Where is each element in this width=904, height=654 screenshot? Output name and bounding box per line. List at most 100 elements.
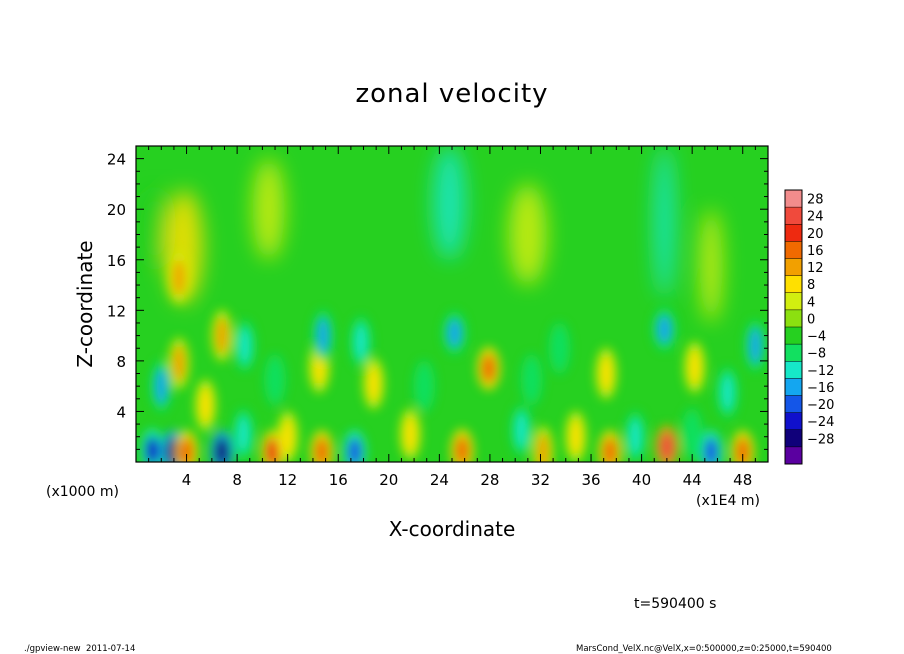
colorbar-swatch xyxy=(785,361,802,379)
anomaly-core-38 xyxy=(269,361,282,398)
colorbar-level-label: 24 xyxy=(807,210,824,225)
anomaly-core-26 xyxy=(281,418,294,455)
anomaly-core-0 xyxy=(145,436,160,462)
field-band-4 xyxy=(252,158,285,260)
colorbar-swatch xyxy=(785,241,802,259)
colorbar-level-label: −20 xyxy=(807,398,834,413)
field-band-2 xyxy=(654,146,675,298)
anomaly-core-7 xyxy=(455,436,470,462)
time-label: t=590400 s xyxy=(634,596,716,612)
y-tick-label: 12 xyxy=(107,302,126,320)
colorbar-level-label: 16 xyxy=(807,244,824,259)
colorbar-level-label: 28 xyxy=(807,193,824,208)
anomaly-core-36 xyxy=(600,355,613,392)
anomaly-core-10 xyxy=(659,432,674,461)
anomaly-core-35 xyxy=(525,361,538,398)
y-tick-label: 24 xyxy=(107,151,126,169)
anomaly-core-11 xyxy=(704,437,719,462)
colorbar-swatch xyxy=(785,207,802,225)
anomaly-core-40 xyxy=(199,387,212,424)
anomaly-core-29 xyxy=(569,418,582,455)
anomaly-core-8 xyxy=(537,433,550,462)
footer-left: ./gpview-new 2011-07-14 xyxy=(24,644,135,654)
y-axis-label: Z-coordinate xyxy=(73,240,97,367)
field-band-6 xyxy=(143,190,167,267)
anomaly-core-27 xyxy=(404,416,417,453)
anomaly-core-13 xyxy=(172,345,185,382)
colorbar-swatch xyxy=(785,258,802,277)
colorbar-swatch xyxy=(785,224,802,242)
x-tick-label: 28 xyxy=(480,471,499,489)
anomaly-core-32 xyxy=(721,374,734,411)
colorbar-level-label: −12 xyxy=(807,364,834,379)
anomaly-core-14 xyxy=(172,259,185,296)
colorbar-swatch xyxy=(785,429,802,448)
anomaly-core-6 xyxy=(347,437,362,462)
x-unit-note: (x1E4 m) xyxy=(696,493,760,509)
y-tick-label: 16 xyxy=(107,252,126,270)
colorbar-swatch xyxy=(785,344,802,362)
anomaly-core-15 xyxy=(215,317,228,354)
colorbar-swatch xyxy=(785,327,802,345)
anomaly-core-23 xyxy=(657,315,672,344)
anomaly-core-34 xyxy=(418,368,431,405)
colorbar-swatch xyxy=(785,395,802,414)
anomaly-core-12 xyxy=(735,437,750,462)
colorbar-swatch xyxy=(785,378,802,396)
anomaly-core-5 xyxy=(314,437,329,462)
field-band-3 xyxy=(699,209,723,323)
x-axis-label: X-coordinate xyxy=(389,517,516,541)
colorbar: 28 24 20 16 12 8 4 0 −4 −8 −12 −16 −20 −24 −28 xyxy=(784,189,834,465)
chart-title: zonal velocity xyxy=(355,79,548,109)
x-tick-label: 44 xyxy=(683,471,702,489)
colorbar-swatch xyxy=(785,292,802,311)
colorbar-swatch xyxy=(785,190,802,208)
colorbar-level-label: 8 xyxy=(807,278,815,293)
anomaly-core-25 xyxy=(237,416,250,453)
anomaly-core-18 xyxy=(155,368,168,405)
anomaly-core-17 xyxy=(481,354,496,383)
field-band-5 xyxy=(508,183,547,286)
heatmap-plot xyxy=(136,146,768,462)
x-tick-label: 16 xyxy=(329,471,348,489)
colorbar-level-label: −8 xyxy=(807,347,826,362)
colorbar-level-label: −24 xyxy=(807,415,834,430)
y-tick-label: 20 xyxy=(107,201,126,219)
colorbar-level-label: 4 xyxy=(807,295,815,310)
anomaly-core-3 xyxy=(214,437,229,462)
colorbar-level-label: 20 xyxy=(807,227,824,242)
field-band-1 xyxy=(433,146,466,260)
colorbar-swatch xyxy=(785,309,802,328)
x-tick-label: 36 xyxy=(581,471,600,489)
colorbar-level-label: −28 xyxy=(807,432,834,447)
x-tick-label: 32 xyxy=(531,471,550,489)
colorbar-level-label: 12 xyxy=(807,261,824,276)
anomaly-core-20 xyxy=(317,317,330,354)
y-unit-note: (x1000 m) xyxy=(46,484,119,500)
anomaly-core-30 xyxy=(629,418,642,455)
y-tick-label: 4 xyxy=(116,403,126,421)
x-tick-label: 48 xyxy=(733,471,752,489)
colorbar-swatch xyxy=(785,275,802,294)
anomaly-core-19 xyxy=(238,327,251,364)
x-tick-label: 24 xyxy=(430,471,449,489)
anomaly-core-37 xyxy=(553,330,566,367)
footer-right: MarsCond_VelX.nc@VelX,x=0:500000,z=0:250… xyxy=(576,644,832,654)
anomaly-core-2 xyxy=(179,437,194,462)
anomaly-core-24 xyxy=(749,327,762,364)
x-tick-label: 12 xyxy=(278,471,297,489)
x-tick-label: 40 xyxy=(632,471,651,489)
colorbar-level-label: −4 xyxy=(807,330,826,345)
anomaly-core-22 xyxy=(447,319,462,348)
anomaly-core-9 xyxy=(603,437,617,462)
x-tick-label: 8 xyxy=(232,471,242,489)
x-tick-label: 20 xyxy=(379,471,398,489)
colorbar-level-label: 0 xyxy=(807,312,815,327)
anomaly-core-4 xyxy=(265,437,280,462)
colorbar-swatch xyxy=(785,412,802,431)
anomaly-core-31 xyxy=(686,416,699,453)
anomaly-core-28 xyxy=(515,412,528,449)
anomaly-core-33 xyxy=(367,365,380,402)
x-tick-label: 4 xyxy=(182,471,192,489)
